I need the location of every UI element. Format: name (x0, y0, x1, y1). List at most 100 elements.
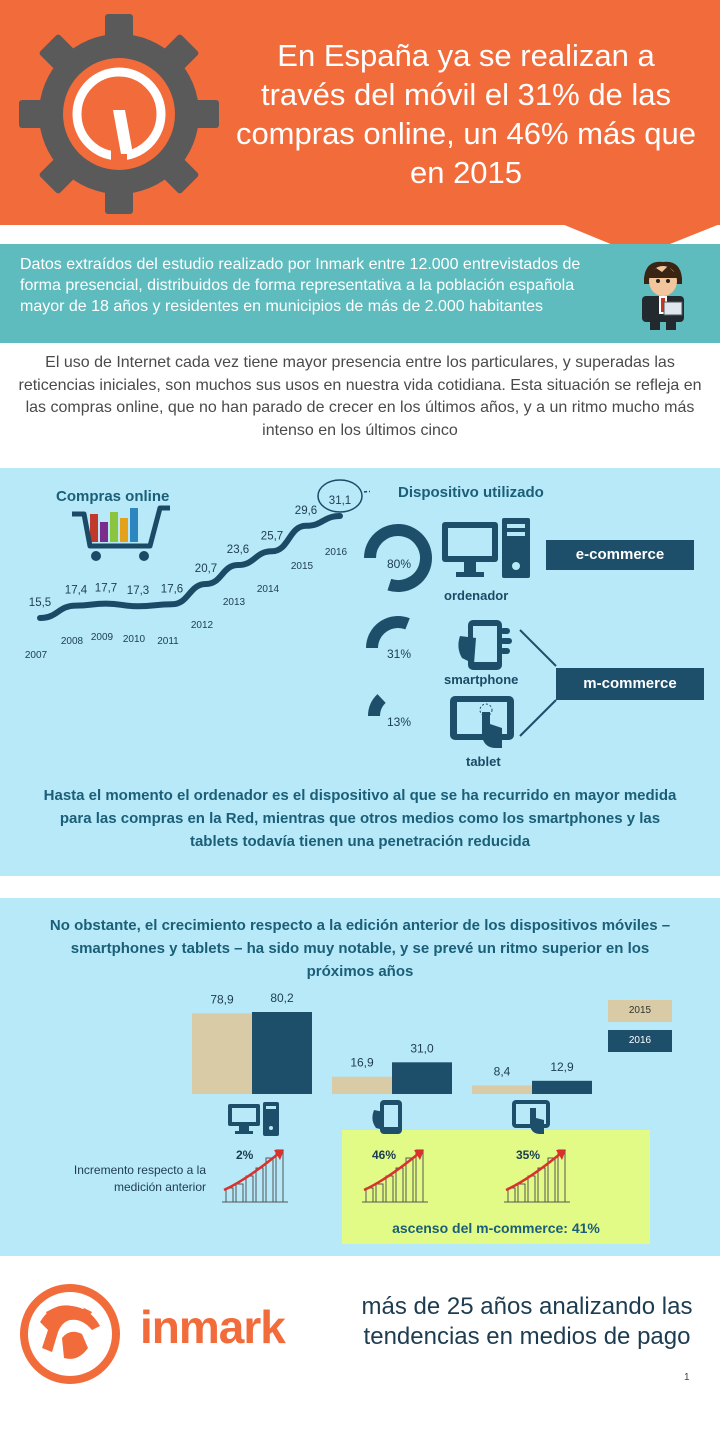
panel2-intro-text: No obstante, el crecimiento respecto a l… (49, 917, 671, 980)
year-label-2010: 2010 (123, 634, 146, 645)
highlight-circle (317, 479, 363, 513)
donut-smartphone (366, 616, 410, 649)
growth-icon-bar (385, 1175, 394, 1203)
growth-pct-ordenador: 2% (236, 1148, 254, 1162)
inmark-logo (20, 1284, 120, 1384)
value-label-2013: 23,6 (227, 544, 249, 556)
bar-tablet-2015 (472, 1085, 532, 1094)
bar-label-smartphone-2016: 31,0 (410, 1041, 434, 1055)
panel1-summary-text: Hasta el momento el ordenador es el disp… (43, 787, 677, 850)
tablet-label: tablet (466, 754, 501, 769)
year-label-2012: 2012 (191, 620, 214, 631)
intro-bar: Datos extraídos del estudio realizado po… (0, 244, 720, 343)
description-text: El uso de Internet cada vez tiene mayor … (18, 354, 702, 439)
intro-text: Datos extraídos del estudio realizado po… (20, 256, 581, 315)
bar-ordenador-2015 (192, 1013, 252, 1094)
growth-pct-smartphone: 46% (372, 1148, 397, 1162)
header-banner: En España ya se realizan a través del mó… (0, 0, 720, 225)
year-label-2015: 2015 (291, 561, 314, 572)
growth-icon-bar (235, 1183, 244, 1203)
value-label-2012: 20,7 (195, 563, 217, 575)
desktop-computer-icon (442, 518, 530, 578)
year-label-2007: 2007 (25, 650, 48, 661)
ordenador-label: ordenador (444, 588, 509, 603)
growth-icon-bar (527, 1175, 536, 1203)
bar-label-tablet-2015: 8,4 (494, 1064, 511, 1078)
bar-label-tablet-2016: 12,9 (550, 1060, 574, 1074)
bar-ordenador-2016 (252, 1012, 312, 1094)
growth-icon-bar (265, 1157, 274, 1203)
value-label-2014: 25,7 (261, 530, 283, 542)
growth-icon-bar (537, 1167, 546, 1203)
dispositivo-title: Dispositivo utilizado (398, 484, 544, 501)
brand-name: inmark (140, 1301, 286, 1353)
tablet-pct: 13% (387, 715, 412, 729)
year-label-2009: 2009 (91, 632, 114, 643)
mcommerce-growth-label: ascenso del m-commerce: 41% (392, 1220, 600, 1236)
donut-tablet (368, 694, 387, 717)
legend-2016: 2016 (608, 1030, 672, 1052)
device-donut-charts (364, 524, 432, 717)
bar-desktop-icon (228, 1102, 279, 1136)
year-label-2013: 2013 (223, 597, 246, 608)
bar-tablet-2016 (532, 1080, 592, 1094)
bar-tablet-icon (512, 1100, 550, 1134)
ecommerce-box: e-commerce (546, 540, 694, 570)
growth-icon-bar (365, 1187, 374, 1203)
bar-smartphone-icon (372, 1100, 402, 1134)
bar-smartphone-2015 (332, 1076, 392, 1094)
growth-chart-ordenador (222, 1149, 288, 1203)
donut-ordenador (364, 524, 432, 592)
compras-online-title: Compras online (56, 488, 170, 505)
growth-chart-tablet (504, 1149, 570, 1203)
smartphone-pct: 31% (387, 647, 412, 661)
bar-smartphone-2016 (392, 1062, 452, 1094)
year-label-2016: 2016 (325, 547, 348, 558)
year-label-2008: 2008 (61, 636, 84, 647)
value-label-2008: 17,4 (65, 585, 88, 597)
growth-icon-bar (375, 1183, 384, 1203)
bar-label-ordenador-2015: 78,9 (210, 992, 234, 1006)
growth-icon-bar (547, 1157, 556, 1203)
bar-label-smartphone-2015: 16,9 (350, 1056, 374, 1070)
smartphone-icon (458, 620, 512, 670)
devices-bar-chart: 78,9 80,2 16,9 31,0 8,4 12,9 (192, 991, 592, 1094)
tablet-icon (450, 696, 514, 748)
mcommerce-box: m-commerce (556, 668, 704, 700)
footer-tagline: más de 25 años analizando las tendencias… (361, 1293, 693, 1350)
value-label-2011: 17,6 (161, 583, 183, 595)
page-title: En España ya se realizan a través del mó… (235, 38, 697, 190)
highlight-arrow (363, 490, 370, 493)
growth-icon-bar (255, 1167, 264, 1203)
legend-2015: 2015 (608, 1000, 672, 1022)
panel-crecimiento: No obstante, el crecimiento respecto a l… (0, 898, 720, 1256)
value-label-2016: 31,1 (329, 495, 351, 507)
value-label-2007: 15,5 (29, 597, 51, 609)
gear-with-lightbulb-icon (19, 14, 219, 214)
shopping-cart-icon (72, 505, 170, 561)
growth-pct-tablet: 35% (516, 1148, 541, 1162)
year-label-2014: 2014 (257, 584, 280, 595)
growth-chart-smartphone (362, 1149, 428, 1203)
ordenador-pct: 80% (387, 557, 412, 571)
growth-icon-bar (225, 1187, 234, 1203)
page-number: 1 (684, 1372, 690, 1383)
compras-online-line-chart: 15,5 2007 17,4 2008 17,7 2009 17,3 2010 17,6 2011… (25, 479, 370, 661)
growth-icon-bar (395, 1167, 404, 1203)
value-label-2009: 17,7 (95, 583, 117, 595)
header-pointer (562, 224, 720, 256)
panel-compras-dispositivo: Compras online Dispositivo utilizado 15,… (0, 468, 720, 876)
mcommerce-connectors (519, 629, 557, 737)
growth-icon-bar (405, 1157, 414, 1203)
growth-icon-bar (245, 1175, 254, 1203)
growth-icon-bar (507, 1187, 516, 1203)
value-label-2015: 29,6 (295, 505, 317, 517)
increment-label: Incremento respecto a la medición anteri… (73, 1163, 206, 1194)
year-label-2011: 2011 (157, 636, 179, 647)
smartphone-label: smartphone (444, 672, 519, 687)
bar-label-ordenador-2016: 80,2 (270, 991, 294, 1005)
growth-icon-bar (517, 1183, 526, 1203)
compras-trend-line (37, 513, 343, 621)
businessman-with-tablet-icon (642, 261, 684, 330)
value-label-2010: 17,3 (127, 585, 149, 597)
